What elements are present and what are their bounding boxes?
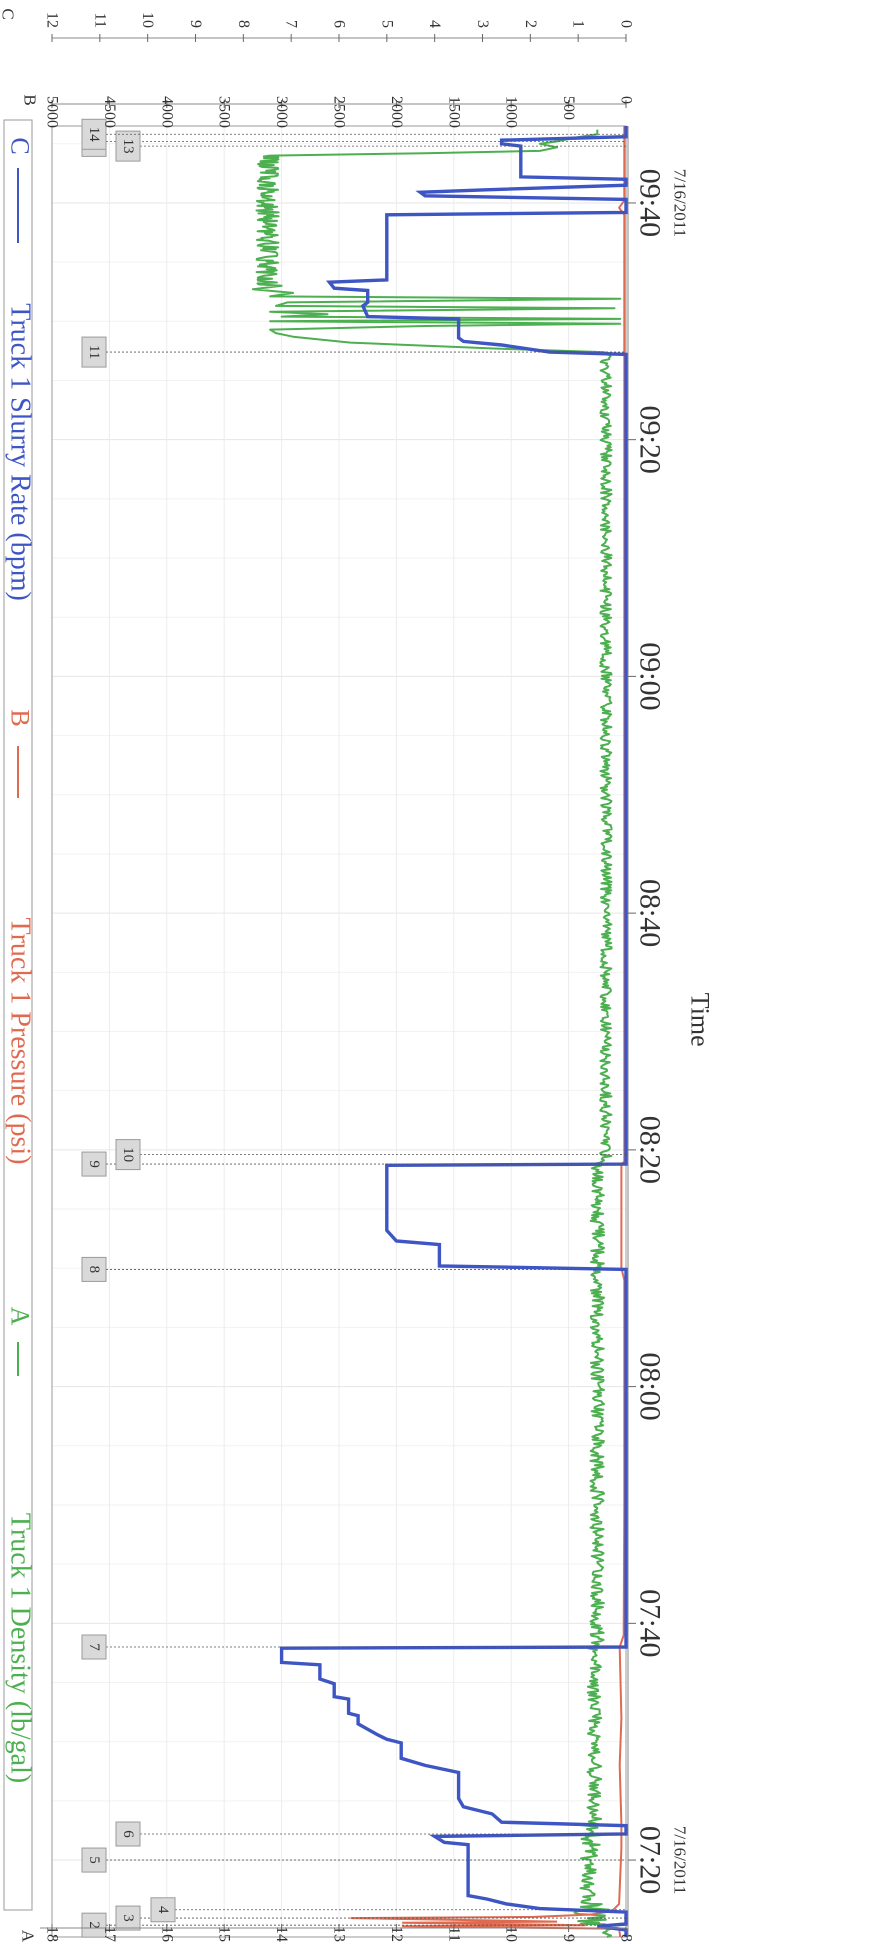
event-marker-label: 3 [120, 1914, 136, 1922]
legend-axis-tag: C [6, 137, 35, 154]
axis-b-tick-label: 4000 [158, 96, 175, 128]
time-tick-label: 09:40 [634, 169, 667, 237]
legend-axis-tag: A [6, 1307, 35, 1326]
legend-item-label: Truck 1 Density (lb/gal) [5, 1513, 36, 1783]
event-marker-label: 2 [86, 1921, 102, 1929]
legend: Truck 1 Density (lb/gal) A Truck 1 Pressur… [3, 119, 36, 1911]
axis-c-tick-label: 8 [235, 20, 252, 28]
axis-c-tick-label: 4 [426, 20, 443, 28]
axis-a-tick-label: 9 [560, 1934, 577, 1942]
event-marker-box [115, 1905, 141, 1931]
event-marker-box [115, 1821, 141, 1847]
axis-c-tick-label: 2 [522, 20, 539, 28]
axis-a-tick-label: 18 [44, 1926, 61, 1942]
pressure-line [350, 126, 626, 1938]
event-marker-label: 9 [86, 1160, 102, 1168]
density-line [251, 129, 622, 1938]
event-marker-label: 4 [155, 1906, 171, 1914]
time-date-label: 7/16/2011 [671, 169, 690, 237]
event-marker-label: 7 [86, 1643, 102, 1651]
event-marker-label: 8 [86, 1266, 102, 1274]
event-marker-box [150, 1897, 176, 1923]
event-marker-box [81, 1912, 107, 1938]
axis-c-tick-label: 7 [283, 20, 300, 28]
axis-c-tick-label: 9 [187, 20, 204, 28]
axis-a-tick-label: 10 [503, 1926, 520, 1942]
axis-b-tick-label: 500 [560, 96, 577, 120]
axis-a-tick-label: 11 [445, 1927, 462, 1942]
event-marker-label: 11 [86, 345, 102, 359]
axis-b-tick-label: 0 [618, 96, 635, 104]
event-marker-box [115, 1139, 141, 1171]
event-marker-box [81, 1847, 107, 1873]
event-marker-box [115, 130, 141, 162]
event-markers: 234567891011121314 [81, 118, 626, 1938]
axis-b-tick-label: 2500 [331, 96, 348, 128]
axis-c-tick-label: 3 [474, 20, 491, 28]
event-marker-label: 13 [120, 139, 136, 154]
event-marker-label: 5 [86, 1856, 102, 1864]
axis-b-tick-label: 1000 [503, 96, 520, 128]
event-marker-box [81, 118, 107, 150]
time-tick-label: 08:40 [634, 879, 667, 947]
slurry-rate-line [279, 126, 628, 1937]
axis-c-tick-label: 5 [378, 20, 395, 28]
axes: 89101112131415161718A0500100015002000250… [0, 8, 715, 1943]
axis-a-name: A [19, 1930, 38, 1943]
legend-axis-tag: B [6, 709, 35, 726]
axis-b-tick-label: 3000 [273, 96, 290, 128]
pressure-series [350, 126, 626, 1938]
axis-b-tick-label: 5000 [44, 96, 61, 128]
axis-c-tick-label: 0 [618, 20, 635, 28]
event-marker-label: 6 [120, 1830, 136, 1838]
grid [51, 126, 627, 1937]
event-marker-box [81, 1634, 107, 1660]
legend-item-label: Truck 1 Slurry Rate (bpm) [5, 303, 36, 601]
time-tick-label: 08:00 [634, 1352, 667, 1420]
axis-a-tick-label: 15 [216, 1926, 233, 1942]
axis-a-tick-label: 12 [388, 1926, 405, 1942]
axis-a-tick-label: 16 [158, 1926, 175, 1942]
time-tick-label: 09:20 [634, 405, 667, 473]
axis-c-tick-label: 1 [570, 20, 587, 28]
density-series [251, 129, 622, 1938]
event-marker-label: 10 [120, 1147, 136, 1162]
time-tick-label: 07:40 [634, 1589, 667, 1657]
axis-c-tick-label: 6 [331, 20, 348, 28]
x-axis-title: Time [686, 993, 715, 1047]
axis-b-tick-label: 2000 [388, 96, 405, 128]
axis-a-tick-label: 14 [273, 1926, 290, 1942]
event-marker-box [81, 1151, 107, 1177]
axis-a-tick-label: 13 [331, 1926, 348, 1942]
axis-c-tick-label: 10 [139, 12, 156, 28]
slurry-rate-series [279, 126, 628, 1937]
axis-a-tick-label: 8 [618, 1934, 635, 1942]
time-date-label: 7/16/2011 [671, 1826, 690, 1894]
axis-b-tick-label: 4500 [101, 96, 118, 128]
legend-item-label: Truck 1 Pressure (psi) [5, 917, 36, 1164]
legend-box [3, 119, 33, 1911]
time-tick-label: 07:20 [634, 1826, 667, 1894]
axis-b-name: B [21, 94, 40, 105]
axis-c-tick-label: 11 [91, 13, 108, 28]
event-marker-box [81, 1256, 107, 1282]
axis-c-tick-label: 12 [44, 12, 61, 28]
axis-b-tick-label: 1500 [445, 96, 462, 128]
axis-a-tick-label: 17 [101, 1926, 118, 1942]
event-marker-box [81, 336, 107, 368]
axis-b-tick-label: 3500 [216, 96, 233, 128]
event-marker-label: 14 [86, 127, 102, 143]
time-tick-label: 08:20 [634, 1116, 667, 1184]
time-tick-label: 09:00 [634, 642, 667, 710]
axis-c-name: C [0, 8, 18, 19]
